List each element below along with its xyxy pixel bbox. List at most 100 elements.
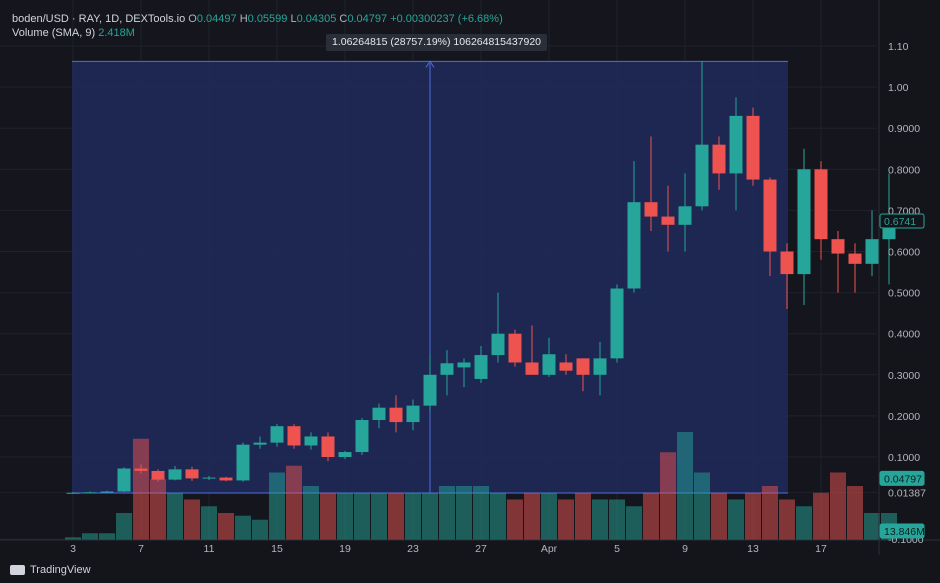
high-key: H <box>239 13 248 25</box>
candle-body <box>185 469 199 479</box>
candle-body <box>236 444 250 481</box>
y-tick-label: 0.01387 <box>888 487 926 499</box>
measure-label: 1.06264815 (28757.19%) 106264815437920 <box>326 34 548 51</box>
volume-bar <box>847 486 863 540</box>
x-tick-label: 9 <box>682 543 688 555</box>
candle-body <box>389 407 403 423</box>
candle-body <box>253 442 267 445</box>
y-tick-label: 0.5000 <box>888 288 920 300</box>
x-tick-label: 27 <box>475 543 487 555</box>
candle-body <box>848 253 862 264</box>
volume-bar <box>558 499 574 540</box>
y-tick-label: 0.3000 <box>888 370 920 382</box>
volume-bar <box>864 513 880 540</box>
candle-body <box>780 251 794 275</box>
volume-bar <box>541 492 557 540</box>
candle-body <box>457 362 471 368</box>
volume-bar <box>626 506 642 540</box>
tradingview-logo[interactable]: TradingView <box>10 564 91 576</box>
volume-bar <box>235 515 251 540</box>
x-tick-label: 7 <box>138 543 144 555</box>
candle-body <box>83 492 97 494</box>
x-tick-label: 5 <box>614 543 620 555</box>
volume-bar <box>609 499 625 540</box>
x-tick-label: Apr <box>541 543 558 555</box>
volume-bar <box>507 499 523 540</box>
y-tick-label: 1.10 <box>888 41 909 53</box>
y-tick-label: 0.2000 <box>888 411 920 423</box>
candle-body <box>321 436 335 458</box>
volume-bar <box>694 472 710 540</box>
volume-bar <box>745 492 761 540</box>
price-badge-label: 13.846M <box>884 526 925 538</box>
candle-body <box>593 358 607 375</box>
candle-body <box>729 115 743 174</box>
volume-bar <box>286 465 302 540</box>
y-tick-label: 0.6000 <box>888 247 920 259</box>
candle-body <box>100 491 114 493</box>
candle-body <box>712 144 726 174</box>
candle-body <box>508 333 522 363</box>
x-tick-label: 23 <box>407 543 419 555</box>
price-badge <box>879 523 925 539</box>
open-key: O <box>188 13 197 25</box>
candle-body <box>287 426 301 446</box>
close-value: 0.04797 <box>347 13 388 25</box>
x-tick-label: 17 <box>815 543 827 555</box>
volume-bar <box>388 492 404 540</box>
high-value: 0.05599 <box>247 13 288 25</box>
volume-bar <box>813 492 829 540</box>
volume-bar <box>218 513 234 540</box>
candle-body <box>831 239 845 254</box>
candle-body <box>202 477 216 479</box>
symbol-title: boden/USD · RAY, 1D, DEXTools.io <box>12 13 186 25</box>
volume-bar <box>711 492 727 540</box>
volume-bar <box>779 499 795 540</box>
volume-bar <box>762 486 778 540</box>
volume-bar <box>150 479 166 540</box>
candle-body <box>423 374 437 406</box>
price-badge <box>879 213 925 229</box>
candle-body <box>474 355 488 379</box>
price-badge-label: 0.04797 <box>884 473 922 485</box>
brand-name: TradingView <box>30 564 91 576</box>
volume-bar <box>184 499 200 540</box>
volume-bar <box>575 492 591 540</box>
measure-arrow-head <box>425 60 435 68</box>
candle-body <box>117 468 131 492</box>
candle-body <box>168 469 182 480</box>
volume-value: 2.418M <box>98 27 135 39</box>
candle-body <box>797 169 811 275</box>
y-tick-label: 1.00 <box>888 82 909 94</box>
candle-body <box>678 206 692 225</box>
x-tick-label: 11 <box>204 543 215 555</box>
volume-bar <box>439 486 455 540</box>
volume-bar <box>677 432 693 540</box>
candle-body <box>627 202 641 289</box>
low-key: L <box>290 13 297 25</box>
candle-body <box>491 333 505 356</box>
volume-bar <box>65 537 81 540</box>
volume-bar <box>133 438 149 540</box>
candle-body <box>525 362 539 375</box>
volume-bar <box>337 492 353 540</box>
candle-body <box>559 362 573 371</box>
volume-bar <box>592 499 608 540</box>
volume-bar <box>167 492 183 540</box>
candle-body <box>406 405 420 423</box>
x-tick-label: 19 <box>339 543 351 555</box>
candle-body <box>151 470 165 480</box>
volume-bar <box>320 492 336 540</box>
volume-bar <box>303 486 319 540</box>
volume-legend: Volume (SMA, 9) 2.418M <box>12 27 135 39</box>
volume-bar <box>201 506 217 540</box>
candle-body <box>270 426 284 443</box>
x-tick-label: 3 <box>70 543 76 555</box>
candle-body <box>695 144 709 207</box>
candle-body <box>644 202 658 217</box>
open-value: 0.04497 <box>196 13 237 25</box>
candle-body <box>219 477 233 481</box>
price-badge-label: 0.6741 <box>884 216 916 228</box>
volume-bar <box>269 472 285 540</box>
